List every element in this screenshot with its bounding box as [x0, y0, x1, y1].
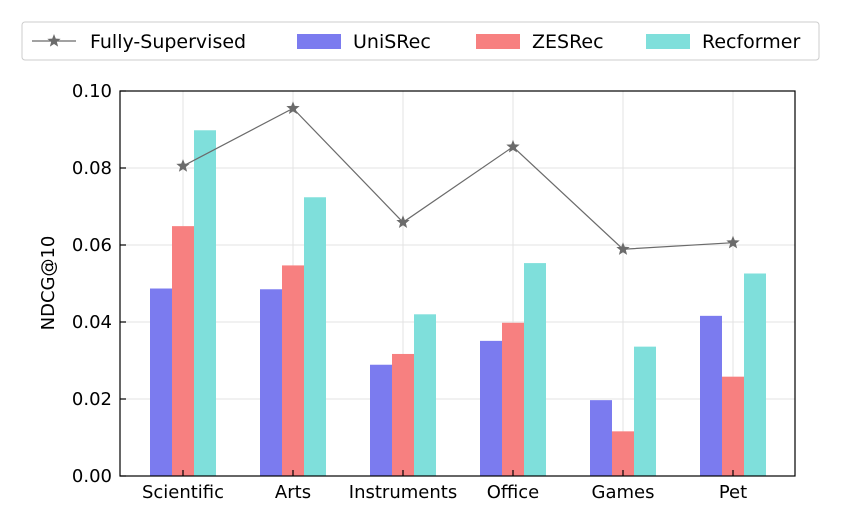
point-fully-supervised-pet [726, 235, 740, 249]
point-fully-supervised-arts [286, 101, 300, 114]
legend-swatch-zesrec [476, 34, 520, 49]
legend-swatch-unisrec [297, 34, 341, 49]
legend: Fully-Supervised UniSRec ZESRec Recforme… [21, 21, 820, 61]
legend-label-unisrec: UniSRec [353, 31, 431, 53]
bar-zesrec-games [612, 431, 634, 476]
bars [150, 130, 766, 476]
x-axis: Scientific Arts Instruments Office Games Pet [142, 470, 747, 503]
bar-zesrec-arts [282, 265, 304, 476]
legend-label-recformer: Recformer [702, 31, 800, 53]
x-tick-label: Office [487, 482, 540, 503]
y-tick-label: 0.00 [72, 466, 112, 487]
legend-label-zesrec: ZESRec [532, 31, 604, 53]
y-tick-label: 0.10 [72, 81, 112, 102]
bar-zesrec-pet [722, 376, 744, 476]
legend-label-fully-supervised: Fully-Supervised [90, 31, 246, 53]
point-fully-supervised-games [616, 242, 630, 255]
bar-zesrec-instruments [392, 353, 414, 476]
x-tick-label: Scientific [142, 482, 224, 503]
point-fully-supervised-instruments [396, 215, 410, 228]
point-fully-supervised-office [506, 139, 520, 153]
x-tick-label: Instruments [349, 482, 457, 503]
bar-unisrec-arts [260, 289, 282, 476]
legend-frame [21, 21, 820, 61]
fully-supervised-line [176, 101, 740, 255]
bar-unisrec-instruments [370, 364, 392, 476]
bar-zesrec-scientific [172, 226, 194, 476]
legend-item-zesrec: ZESRec [476, 31, 604, 53]
legend-item-unisrec: UniSRec [297, 31, 431, 53]
y-axis-label: NDCG@10 [38, 236, 59, 331]
legend-swatch-recformer [646, 34, 690, 49]
line-fully-supervised [182, 107, 734, 250]
legend-item-fully-supervised: Fully-Supervised [32, 31, 246, 53]
bar-recformer-scientific [194, 130, 216, 476]
bar-recformer-office [524, 263, 546, 476]
plot-frame [119, 90, 796, 477]
x-tick-label: Arts [275, 482, 311, 503]
bar-recformer-instruments [414, 314, 436, 476]
bar-unisrec-scientific [150, 288, 172, 476]
y-tick-label: 0.04 [72, 312, 112, 333]
x-tick-label: Games [592, 482, 655, 503]
bar-unisrec-pet [700, 315, 722, 476]
point-fully-supervised-scientific [176, 159, 190, 172]
bar-recformer-pet [744, 273, 766, 476]
y-tick-label: 0.02 [72, 389, 112, 410]
bar-unisrec-games [590, 400, 612, 476]
y-tick-label: 0.08 [72, 158, 112, 179]
y-tick-label: 0.06 [72, 235, 112, 256]
bar-unisrec-office [480, 340, 502, 476]
bar-zesrec-office [502, 322, 524, 476]
y-axis: 0.00 0.02 0.04 0.06 0.08 0.10 [72, 81, 126, 487]
bar-recformer-arts [304, 197, 326, 476]
gridlines [120, 91, 795, 476]
star-marker-icon [47, 34, 61, 47]
x-tick-label: Pet [719, 482, 747, 503]
legend-item-recformer: Recformer [646, 31, 800, 53]
bar-recformer-games [634, 346, 656, 476]
